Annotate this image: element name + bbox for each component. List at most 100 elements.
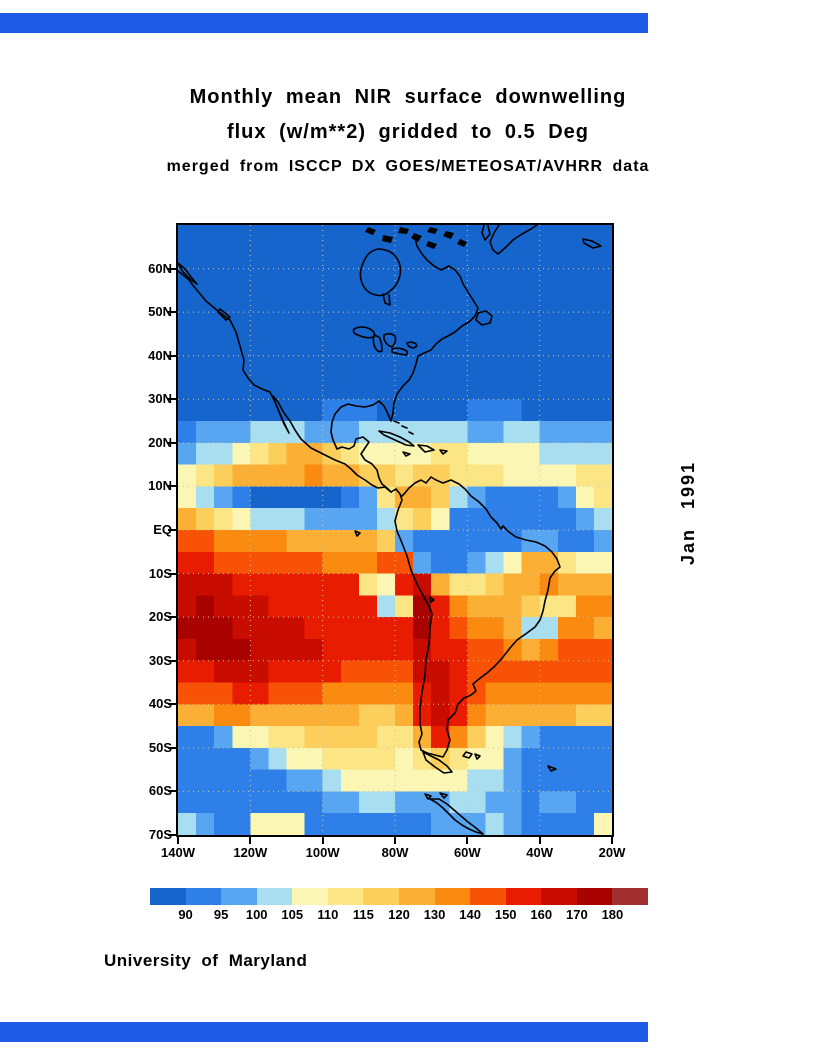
heatmap-cell xyxy=(214,551,233,575)
heatmap-cell xyxy=(304,573,324,596)
heatmap-cell xyxy=(250,530,269,553)
lake-erie xyxy=(391,347,409,356)
heatmap-cell xyxy=(304,617,324,640)
heatmap-cell xyxy=(340,573,360,596)
heatmap-cell xyxy=(575,726,595,749)
bahamas-islets xyxy=(393,420,414,435)
coastline-tierra-del-fuego xyxy=(422,751,453,774)
heatmap-cell xyxy=(358,617,378,640)
heatmap-cell xyxy=(178,638,197,662)
heatmap-cell xyxy=(449,791,468,814)
heatmap-cell xyxy=(521,573,541,596)
colorbar-tick-label: 115 xyxy=(352,907,374,922)
heatmap-cell xyxy=(286,312,306,335)
heatmap-cell xyxy=(575,769,595,792)
heatmap-cell xyxy=(340,595,360,618)
heatmap-cell xyxy=(268,791,287,814)
heatmap-cell xyxy=(575,682,595,705)
heatmap-cell xyxy=(503,421,523,444)
y-tick-mark xyxy=(168,659,176,662)
x-tick-label: 100W xyxy=(305,845,340,860)
heatmap-cell xyxy=(196,595,215,618)
heatmap-cell xyxy=(214,333,233,357)
heatmap-cell xyxy=(232,225,251,248)
heatmap-cell xyxy=(232,246,251,270)
heatmap-cell xyxy=(431,464,450,487)
heatmap-cell xyxy=(196,660,215,683)
heatmap-cell xyxy=(304,421,324,444)
heatmap-cell xyxy=(395,508,414,531)
heatmap-cell xyxy=(214,421,233,444)
heatmap-cell xyxy=(358,791,378,814)
heatmap-cell xyxy=(304,355,324,378)
colorbar-swatch xyxy=(399,888,436,905)
heatmap-cell xyxy=(557,573,577,596)
y-tick-label: 20N xyxy=(148,434,172,450)
map-plot-area xyxy=(176,223,614,837)
heatmap-cell xyxy=(521,355,541,378)
colorbar-swatch xyxy=(256,888,293,905)
colorbar-tick-label: 170 xyxy=(566,907,588,922)
y-tick-label: 70S xyxy=(148,827,172,842)
heatmap-cell xyxy=(196,638,215,662)
heatmap-cell xyxy=(539,704,559,727)
heatmap-cell xyxy=(304,660,324,683)
heatmap-cell xyxy=(232,377,251,400)
heatmap-cell xyxy=(196,813,215,835)
heatmap-cell xyxy=(178,421,197,444)
heatmap-cell xyxy=(250,769,269,792)
heatmap-cell xyxy=(449,399,468,422)
coastline-jamaica xyxy=(402,451,411,457)
heatmap-cell xyxy=(286,333,306,357)
heatmap-cell xyxy=(178,573,197,596)
heatmap-cell xyxy=(485,333,504,357)
heatmap-cell xyxy=(395,813,414,835)
heatmap-cell xyxy=(358,290,378,313)
heatmap-cell xyxy=(413,486,432,509)
heatmap-cell xyxy=(557,377,577,400)
heatmap-cell xyxy=(376,595,396,618)
heatmap-cell xyxy=(304,551,324,575)
heatmap-cell xyxy=(304,704,324,727)
heatmap-cell xyxy=(575,813,595,835)
heatmap-cell xyxy=(178,312,197,335)
heatmap-cell xyxy=(413,399,432,422)
heatmap-cell xyxy=(214,704,233,727)
heatmap-cell xyxy=(557,508,577,531)
heatmap-cell xyxy=(214,246,233,270)
heatmap-cell xyxy=(575,355,595,378)
heatmap-cell xyxy=(196,464,215,487)
heatmap-cell xyxy=(358,551,378,575)
heatmap-cell xyxy=(250,399,269,422)
heatmap-cell xyxy=(539,638,559,662)
heatmap-cell xyxy=(358,769,378,792)
heatmap-cell xyxy=(413,769,432,792)
heatmap-cell xyxy=(196,530,215,553)
heatmap-cell xyxy=(503,377,523,400)
heatmap-cell xyxy=(431,551,450,575)
heatmap-cell xyxy=(521,225,541,248)
heatmap-cell xyxy=(539,682,559,705)
heatmap-cell xyxy=(521,660,541,683)
coastline-hudson-bay xyxy=(359,248,402,297)
heatmap-cell xyxy=(575,508,595,531)
heatmap-cell xyxy=(575,486,595,509)
falkland-islands xyxy=(462,751,481,760)
heatmap-cell xyxy=(376,769,396,792)
heatmap-cell xyxy=(485,312,504,335)
heatmap-cell xyxy=(485,464,504,487)
heatmap-cell xyxy=(340,486,360,509)
colorbar-swatch xyxy=(363,888,400,905)
heatmap-cell xyxy=(503,638,523,662)
heatmap-cell xyxy=(539,268,559,291)
heatmap-cell xyxy=(395,573,414,596)
heatmap-cell xyxy=(593,791,612,814)
coastline-cuba xyxy=(378,430,415,447)
heatmap-cell xyxy=(232,486,251,509)
heatmap-cell xyxy=(539,530,559,553)
lake-titicaca xyxy=(429,596,435,603)
heatmap-cell xyxy=(593,595,612,618)
heatmap-cell xyxy=(467,704,486,727)
heatmap-cell xyxy=(413,377,432,400)
heatmap-cell xyxy=(214,377,233,400)
